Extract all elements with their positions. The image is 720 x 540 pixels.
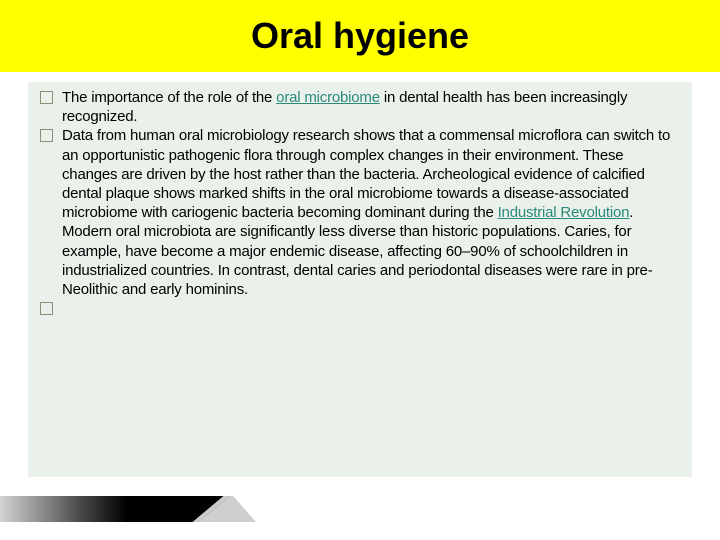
bullet-item: The importance of the role of the oral m… xyxy=(38,88,682,126)
title-bar: Oral hygiene xyxy=(0,0,720,72)
content-area: The importance of the role of the oral m… xyxy=(28,82,692,477)
bullet-list: The importance of the role of the oral m… xyxy=(38,88,682,317)
bullet-item xyxy=(38,299,682,317)
bullet-item: Data from human oral microbiology resear… xyxy=(38,126,682,299)
slide-title: Oral hygiene xyxy=(251,15,469,57)
slide-decoration xyxy=(0,496,230,522)
inline-link[interactable]: Industrial Revolution xyxy=(498,204,630,221)
inline-link[interactable]: oral microbiome xyxy=(276,89,380,106)
